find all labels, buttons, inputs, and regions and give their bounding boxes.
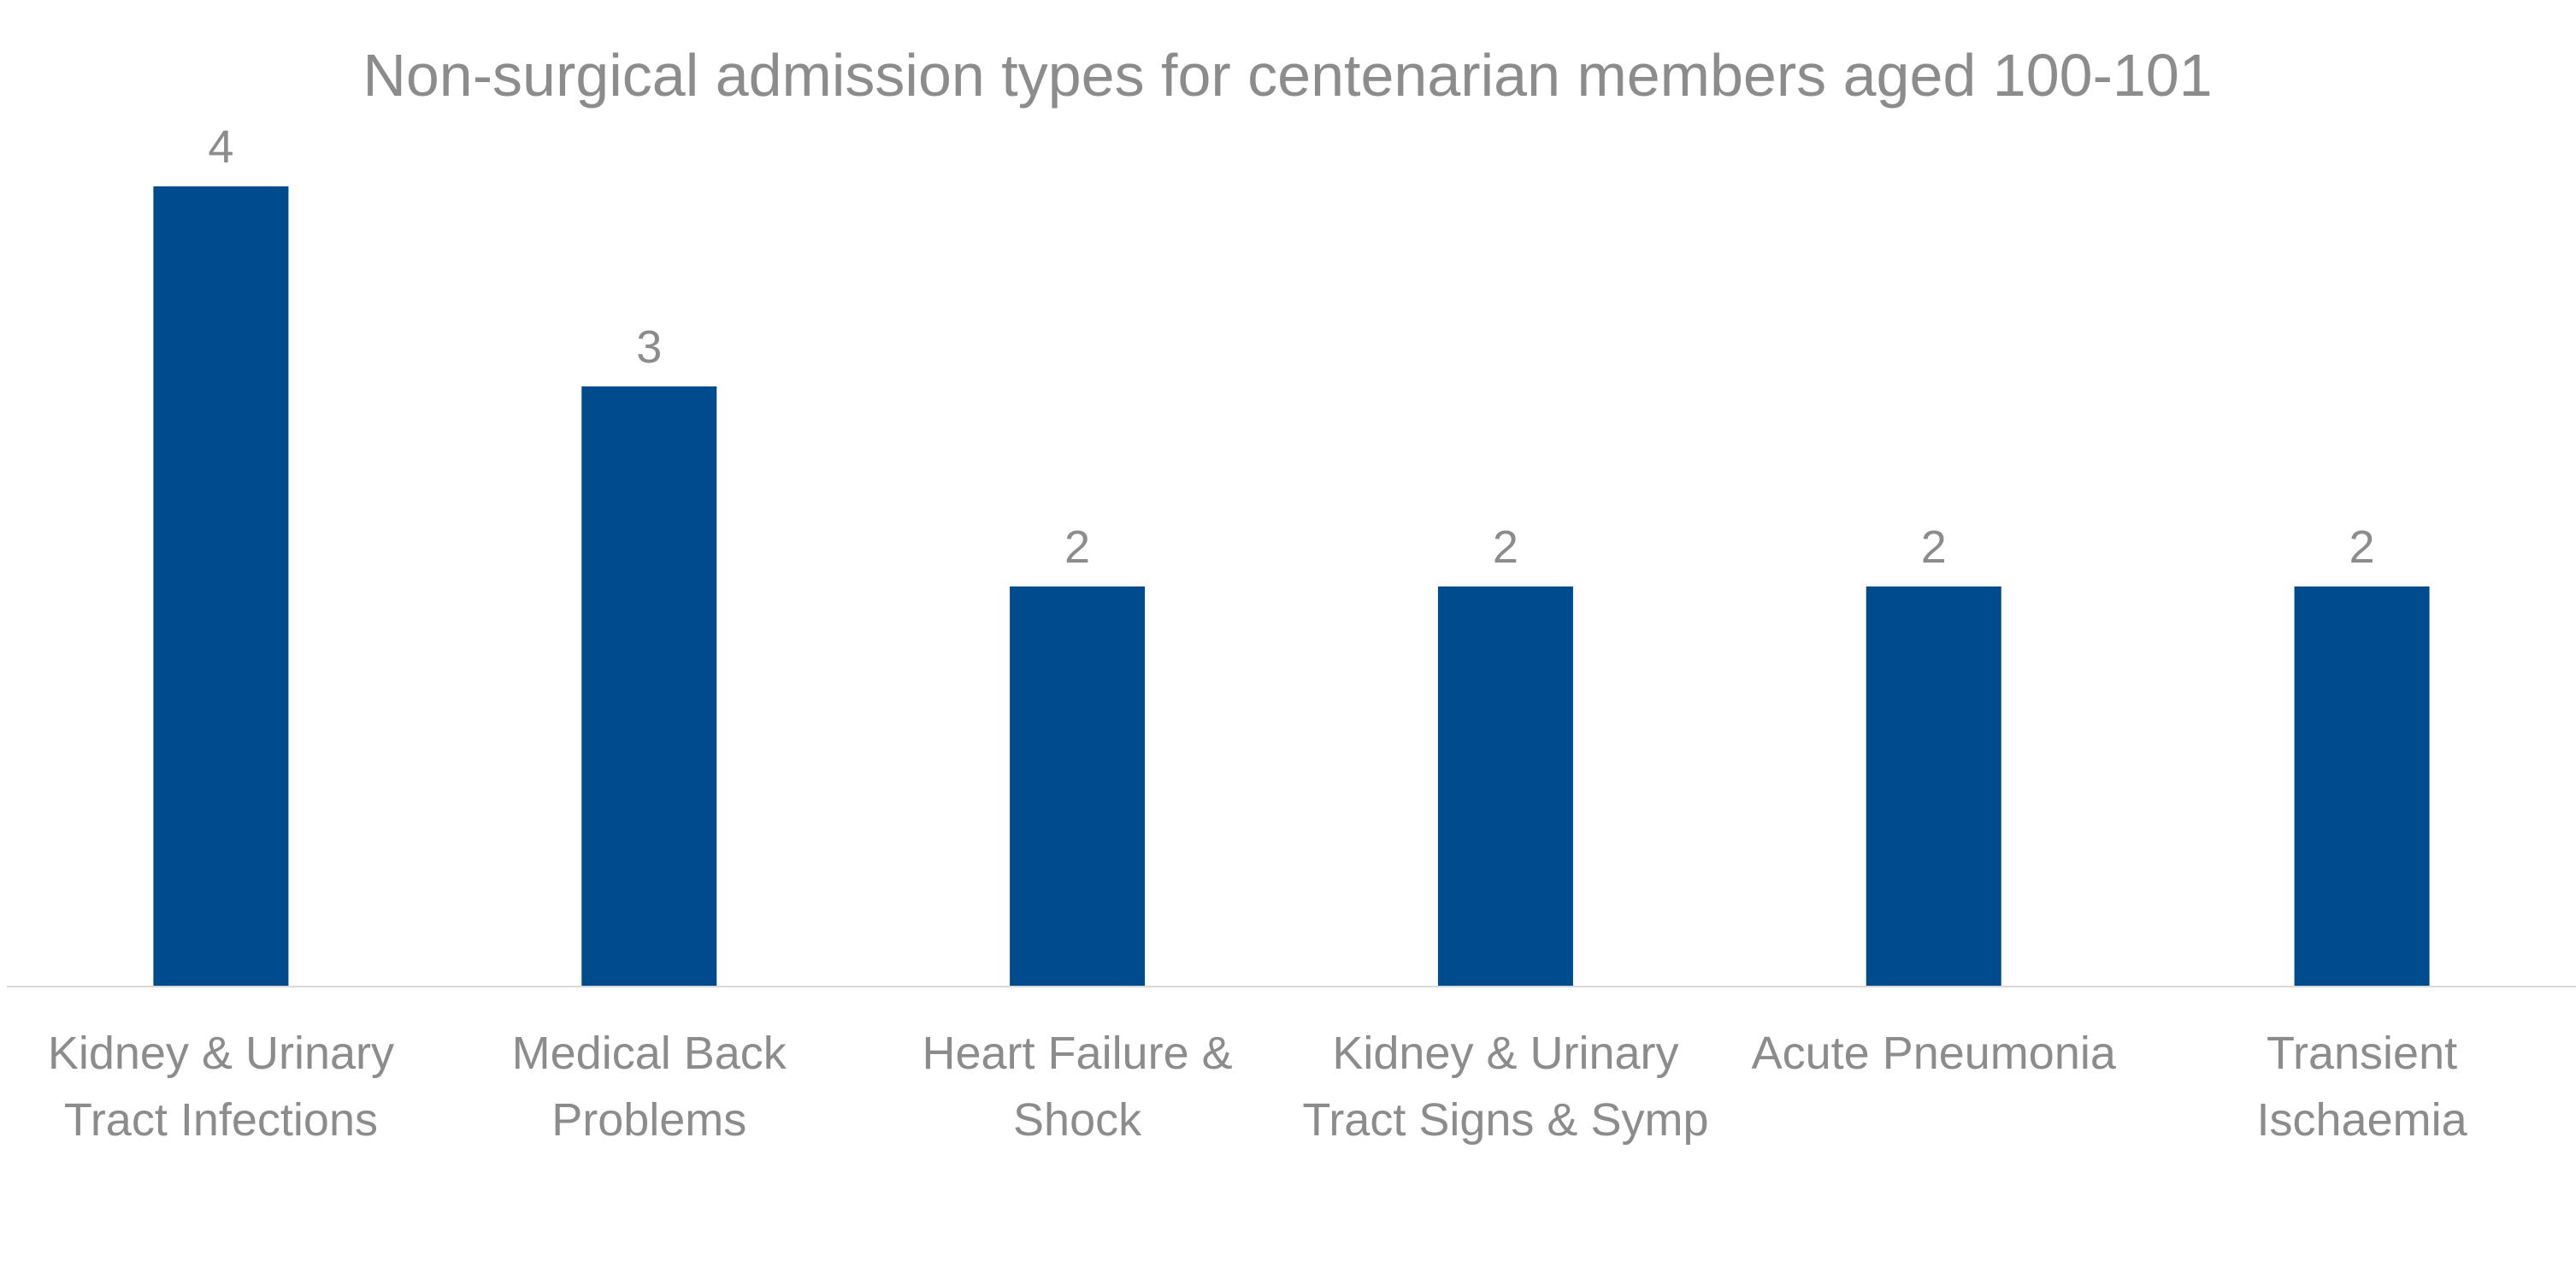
- category-label-line: Tract Signs & Symp: [1302, 1094, 1708, 1146]
- category-label-line: Ischaemia: [2257, 1094, 2468, 1146]
- bar: [153, 186, 289, 987]
- category-label-line: Problems: [551, 1094, 746, 1146]
- bar: [1010, 586, 1146, 987]
- bar: [2294, 586, 2430, 987]
- bar: [1437, 586, 1573, 987]
- category-label-line: Medical Back: [512, 1028, 787, 1079]
- category-label: Medical Back Problems: [512, 1028, 787, 1146]
- category-label: Kidney & Urinary Tract Infections: [48, 1028, 394, 1146]
- category-label-line: Kidney & Urinary: [1332, 1028, 1678, 1079]
- category-label-line: Kidney & Urinary: [48, 1028, 394, 1079]
- category-label: Acute Pneumonia: [1752, 1028, 2117, 1079]
- data-label: 3: [636, 321, 662, 373]
- data-labels-layer: 4 3 2 2 2 2: [208, 121, 2374, 573]
- category-labels-layer: Kidney & Urinary Tract Infections Medical …: [48, 1028, 2468, 1146]
- category-label-line: Shock: [1013, 1094, 1142, 1146]
- data-label: 2: [1064, 522, 1090, 573]
- category-label-line: Heart Failure &: [923, 1028, 1233, 1079]
- bars-layer: [153, 186, 2430, 987]
- data-label: 2: [1493, 522, 1518, 573]
- category-label: Kidney & Urinary Tract Signs & Symp: [1302, 1028, 1708, 1146]
- category-label: Transient Ischaemia: [2257, 1028, 2468, 1146]
- data-label: 2: [2349, 522, 2375, 573]
- data-label: 2: [1921, 522, 1947, 573]
- bar: [581, 386, 717, 987]
- category-label-line: Acute Pneumonia: [1752, 1028, 2117, 1079]
- chart-title: Non-surgical admission types for centena…: [363, 42, 2212, 109]
- bar: [1866, 586, 2001, 987]
- category-label: Heart Failure & Shock: [923, 1028, 1233, 1146]
- data-label: 4: [208, 121, 233, 173]
- category-label-line: Transient: [2267, 1028, 2457, 1079]
- category-label-line: Tract Infections: [64, 1094, 378, 1146]
